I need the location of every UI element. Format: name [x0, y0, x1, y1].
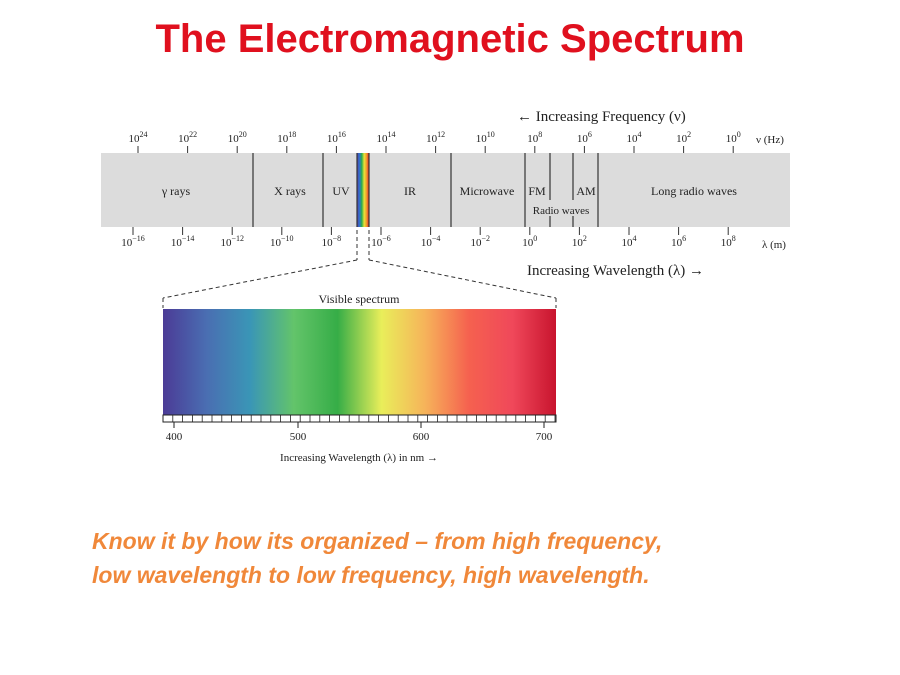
wavelength-tick-label: 102: [572, 234, 587, 249]
frequency-tick-label: 100: [726, 130, 741, 145]
visible-spectrum-bar: [163, 309, 556, 415]
region-dividers: [252, 153, 599, 227]
frequency-tick-label: 1022: [178, 130, 197, 145]
region-label-gamma: γ rays: [161, 184, 191, 198]
wavelength-tick-label: 10−14: [171, 234, 195, 249]
frequency-tick-label: 1018: [277, 130, 296, 145]
region-label-radio: Radio waves: [533, 205, 590, 217]
frequency-tick-label: 1012: [426, 130, 445, 145]
visible-tick-label: 700: [536, 431, 553, 443]
region-label-microwave: Microwave: [460, 184, 515, 198]
wavelength-tick-label: 10−2: [470, 234, 490, 249]
caption-line-2: low wavelength to low frequency, high wa…: [92, 562, 650, 588]
frequency-tick-label: 1010: [476, 130, 495, 145]
visible-axis-label: Increasing Wavelength (λ) in nm →: [280, 452, 438, 464]
visible-tick-label: 500: [290, 431, 307, 443]
frequency-tick-label: 106: [577, 130, 592, 145]
frequency-tick-label: 1024: [129, 130, 148, 145]
caption-line-1: Know it by how its organized – from high…: [92, 528, 663, 554]
frequency-tick-label: 104: [627, 130, 642, 145]
wavelength-tick-label: 10−8: [322, 234, 342, 249]
wavelength-tick-label: 10−10: [270, 234, 294, 249]
wavelength-tick-label: 10−16: [121, 234, 145, 249]
frequency-axis-label: ← Increasing Frequency (ν): [517, 109, 686, 125]
region-label-fm: FM: [528, 184, 546, 198]
slide-title: The Electromagnetic Spectrum: [155, 17, 745, 61]
wavelength-ticks: 10−16 10−14 10−12 10−10 10−8 10−6 10−4 10−2 100 1…: [121, 227, 736, 249]
visible-band-strip: [357, 153, 369, 227]
wavelength-tick-label: 10−6: [371, 234, 391, 249]
region-label-xray: X rays: [274, 184, 306, 198]
frequency-tick-label: 1014: [377, 130, 396, 145]
caption: Know it by how its organized – from high…: [92, 524, 852, 592]
frequency-tick-label: 108: [527, 130, 542, 145]
region-label-ir: IR: [404, 184, 416, 198]
wavelength-tick-label: 10−4: [421, 234, 441, 249]
visible-tick-label: 600: [413, 431, 430, 443]
region-label-long-radio: Long radio waves: [651, 184, 737, 198]
wavelength-unit: λ (m): [762, 239, 786, 251]
wavelength-tick-label: 106: [671, 234, 686, 249]
visible-tick-label: 400: [166, 431, 183, 443]
wavelength-tick-label: 100: [522, 234, 537, 249]
frequency-tick-label: 1020: [228, 130, 247, 145]
visible-spectrum-title: Visible spectrum: [319, 292, 401, 306]
frequency-tick-label: 1016: [327, 130, 346, 145]
wavelength-tick-label: 108: [721, 234, 736, 249]
visible-tick-labels: 400 500 600 700: [166, 422, 553, 443]
zoom-connector: [162, 230, 557, 308]
wavelength-tick-label: 10−12: [220, 234, 244, 249]
frequency-unit: ν (Hz): [756, 134, 784, 146]
wavelength-tick-label: 104: [622, 234, 637, 249]
visible-ruler-ticks: [162, 415, 556, 422]
frequency-tick-label: 102: [676, 130, 691, 145]
region-label-am: AM: [576, 184, 596, 198]
spectrum-band: [101, 153, 790, 227]
region-label-uv: UV: [332, 184, 350, 198]
wavelength-axis-label: Increasing Wavelength (λ) →: [527, 263, 704, 279]
frequency-ticks: 1024 1022 1020 1018 1016 1014 1012 1010 108 106 10…: [129, 130, 741, 153]
